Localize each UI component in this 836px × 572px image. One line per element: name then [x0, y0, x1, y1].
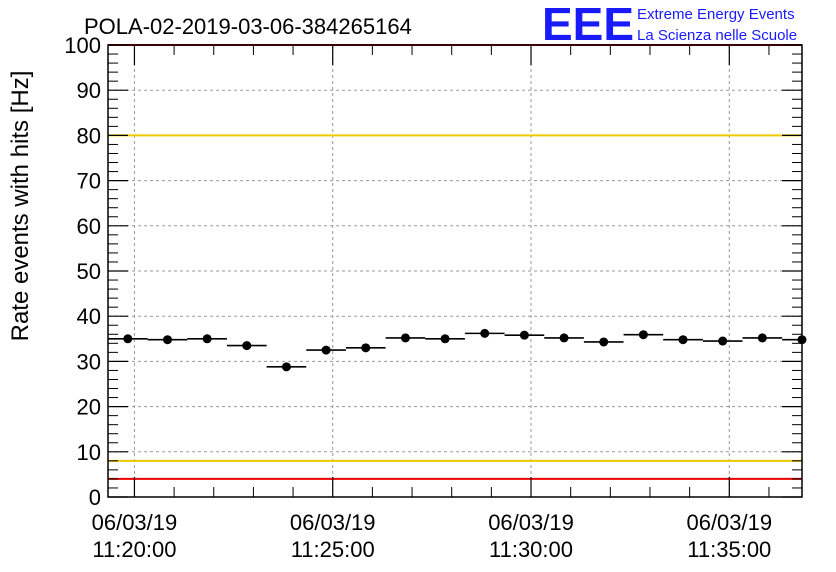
chart-title: POLA-02-2019-03-06-384265164: [84, 14, 412, 39]
data-point: [599, 337, 609, 347]
eee-logo: EEE Extreme Energy Events La Scienza nel…: [542, 0, 797, 50]
x-tick-date: 06/03/19: [92, 510, 178, 535]
y-tick-label: 90: [77, 78, 101, 103]
data-point: [718, 336, 728, 346]
x-tick-date: 06/03/19: [290, 510, 376, 535]
y-tick-labels: 0 10 20 30 40 50 60 70 80 90 100: [64, 33, 101, 510]
y-tick-label: 50: [77, 259, 101, 284]
data-point: [202, 334, 212, 344]
y-tick-label: 10: [77, 440, 101, 465]
y-tick-label: 100: [64, 33, 101, 58]
x-tick-date: 06/03/19: [488, 510, 574, 535]
x-tick-time: 11:30:00: [489, 537, 573, 562]
data-point: [281, 362, 291, 372]
data-point: [519, 330, 529, 340]
plot-frame: [107, 44, 803, 498]
y-tick-label: 0: [89, 485, 101, 510]
x-tick-time: 11:25:00: [291, 537, 375, 562]
y-tick-label: 80: [77, 123, 101, 148]
y-tick-label: 70: [77, 169, 101, 194]
data-point: [123, 334, 133, 344]
data-point: [638, 330, 648, 340]
reference-lines: [108, 44, 802, 480]
data-point: [361, 343, 371, 353]
y-tick-label: 30: [77, 349, 101, 374]
x-tick-time: 11:35:00: [687, 537, 771, 562]
data-point: [162, 335, 172, 345]
data-point: [559, 333, 569, 343]
x-tick-labels: 06/03/1911:20:0006/03/1911:25:0006/03/19…: [92, 510, 772, 562]
logo-line-1: Extreme Energy Events: [637, 6, 795, 23]
data-point: [440, 334, 450, 344]
data-point: [321, 345, 331, 355]
logo-line-2: La Scienza nelle Scuole: [637, 27, 797, 44]
y-axis-label: Rate events with hits [Hz]: [7, 71, 34, 342]
data-point: [480, 328, 490, 338]
data-series: [108, 328, 807, 372]
data-point: [757, 333, 767, 343]
x-tick-date: 06/03/19: [686, 510, 772, 535]
y-tick-label: 60: [77, 214, 101, 239]
y-tick-label: 20: [77, 395, 101, 420]
logo-mark: EEE: [542, 0, 634, 50]
data-point: [400, 333, 410, 343]
x-tick-time: 11:20:00: [92, 537, 176, 562]
grid: [108, 45, 802, 497]
y-tick-label: 40: [77, 304, 101, 329]
data-point: [242, 341, 252, 351]
data-point: [678, 335, 688, 345]
